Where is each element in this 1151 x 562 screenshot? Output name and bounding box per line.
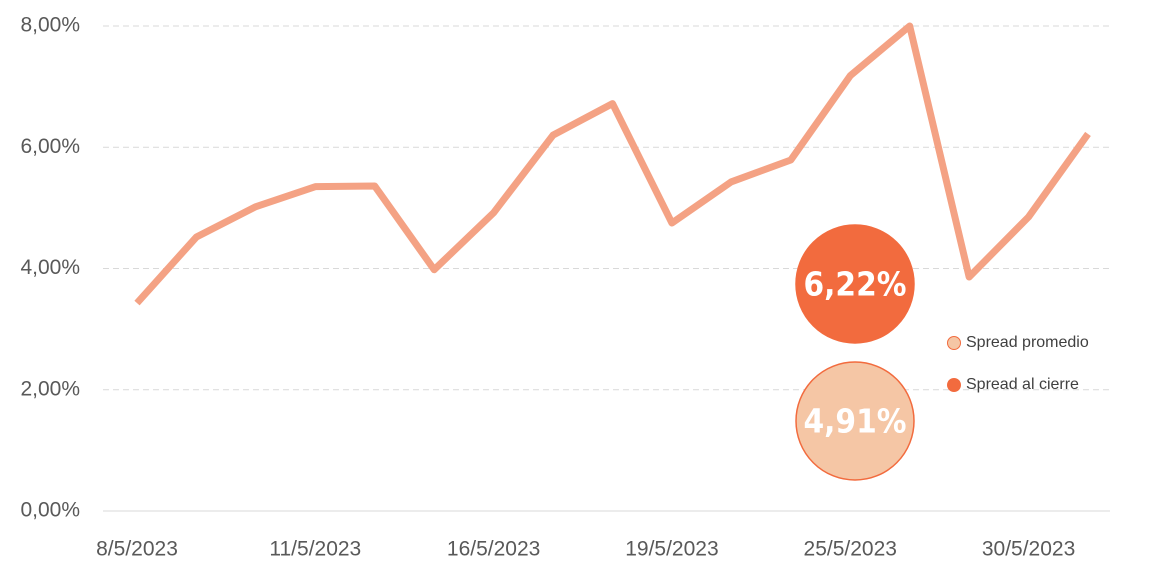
legend-marker xyxy=(947,336,961,350)
y-tick-label: 0,00% xyxy=(20,499,80,522)
line-series xyxy=(134,22,1091,306)
summary-value-label: 6,22% xyxy=(804,265,907,304)
x-tick-label: 30/5/2023 xyxy=(982,538,1075,561)
x-tick-label: 25/5/2023 xyxy=(804,538,897,561)
x-tick-label: 11/5/2023 xyxy=(269,538,361,561)
legend-label: Spread promedio xyxy=(966,334,1089,351)
y-tick-label: 8,00% xyxy=(20,14,80,37)
legend-label: Spread al cierre xyxy=(966,376,1079,393)
x-tick-label: 16/5/2023 xyxy=(447,538,540,561)
y-tick-label: 2,00% xyxy=(20,377,80,400)
x-tick-label: 8/5/2023 xyxy=(96,538,178,561)
x-tick-label: 19/5/2023 xyxy=(625,538,718,561)
summary-bubble xyxy=(795,224,915,344)
y-tick-label: 6,00% xyxy=(20,135,80,158)
legend-marker xyxy=(947,378,961,392)
y-tick-label: 4,00% xyxy=(20,256,80,279)
summary-bubble xyxy=(795,361,915,481)
summary-value-label: 4,91% xyxy=(804,402,907,441)
